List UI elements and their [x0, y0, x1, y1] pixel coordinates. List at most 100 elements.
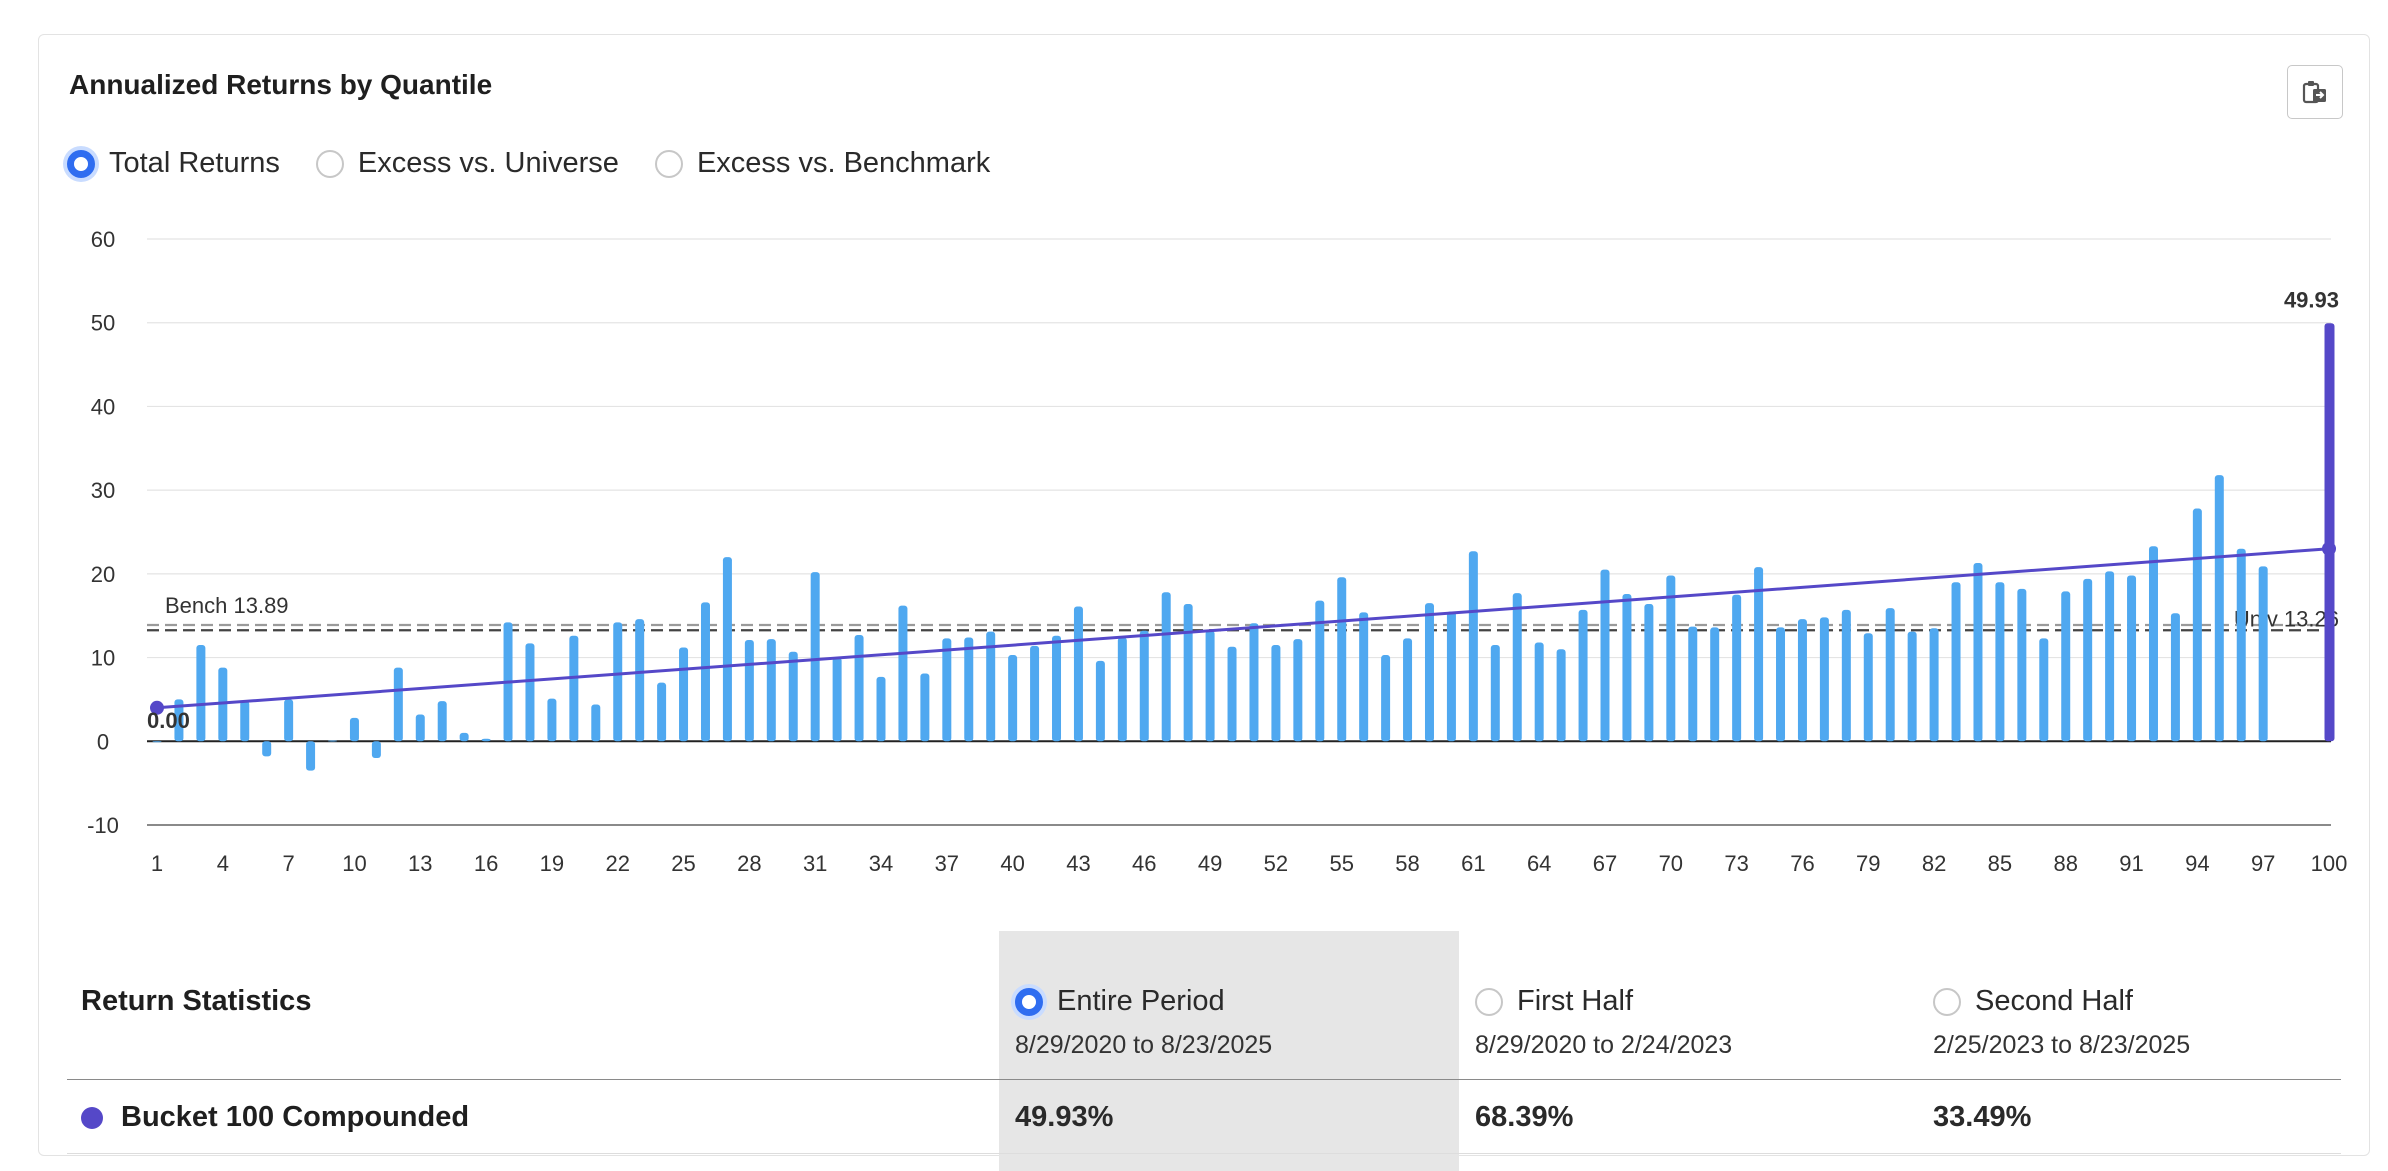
x-tick-label: 4: [217, 851, 229, 876]
bar: [437, 701, 447, 742]
stats-title: Return Statistics: [81, 985, 312, 1017]
bar: [1622, 593, 1632, 742]
x-tick-label: 34: [869, 851, 893, 876]
y-tick-label: 30: [91, 478, 115, 503]
radio-total-returns[interactable]: [67, 149, 95, 178]
bar: [635, 619, 645, 742]
period-value: 68.39%: [1475, 1101, 1574, 1133]
trend-end-point: [2322, 541, 2336, 556]
bar: [525, 643, 535, 742]
bar: [306, 741, 316, 771]
bar: [1249, 623, 1259, 742]
x-tick-label: 10: [342, 851, 366, 876]
bar: [1841, 609, 1851, 742]
bar: [393, 667, 403, 742]
bar: [2083, 578, 2093, 742]
x-tick-label: 52: [1264, 851, 1288, 876]
bar: [1073, 606, 1083, 742]
bar: [569, 635, 579, 742]
x-tick-label: 16: [474, 851, 498, 876]
x-tick-label: 88: [2053, 851, 2077, 876]
bar: [371, 741, 381, 759]
bar: [2236, 548, 2246, 742]
bar: [898, 605, 908, 742]
x-tick-label: 1: [151, 851, 163, 876]
period-dates: 8/29/2020 to 8/23/2025: [1015, 1031, 1273, 1059]
x-tick-label: 85: [1988, 851, 2012, 876]
bar: [1534, 642, 1544, 742]
bar: [547, 698, 557, 742]
bar: [1337, 577, 1347, 742]
period-second-half[interactable]: Second Half 2/25/2023 to 8/23/2025 33.49…: [1917, 931, 2341, 1171]
bar: [986, 631, 996, 742]
bar: [1183, 603, 1193, 742]
radio-entire-period[interactable]: [1015, 987, 1043, 1016]
period-value: 49.93%: [1015, 1101, 1114, 1133]
x-tick-label: 64: [1527, 851, 1551, 876]
radio-label: Excess vs. Benchmark: [696, 147, 991, 179]
x-tick-label: 40: [1000, 851, 1024, 876]
y-tick-label: 60: [91, 227, 115, 252]
bar: [1578, 609, 1588, 742]
x-tick-label: 37: [935, 851, 959, 876]
bar: [1885, 608, 1895, 742]
x-tick-label: 73: [1724, 851, 1748, 876]
bar: [788, 651, 798, 742]
period-header: Entire Period: [1015, 985, 1225, 1018]
bar: [700, 602, 710, 742]
radio-excess-universe[interactable]: [315, 149, 344, 178]
bar: [942, 638, 952, 742]
bar: [2127, 575, 2137, 742]
period-header: First Half: [1475, 985, 1633, 1018]
period-first-half[interactable]: First Half 8/29/2020 to 2/24/2023 68.39%: [1459, 931, 1917, 1171]
x-tick-label: 25: [671, 851, 695, 876]
return-type-excess-universe[interactable]: Excess vs. Universe: [315, 147, 619, 180]
copy-button[interactable]: [2287, 65, 2343, 119]
bar: [613, 622, 623, 742]
bar: [1161, 592, 1171, 742]
panel-title: Annualized Returns by Quantile: [69, 69, 493, 100]
bar: [1973, 562, 1983, 742]
return-type-excess-benchmark[interactable]: Excess vs. Benchmark: [654, 147, 991, 180]
bar: [1030, 645, 1040, 742]
radio-label: Total Returns: [109, 147, 280, 179]
x-tick-label: 7: [283, 851, 295, 876]
x-tick-label: 43: [1066, 851, 1090, 876]
x-tick-label: 67: [1593, 851, 1617, 876]
bar: [240, 701, 250, 742]
bar: [1863, 633, 1873, 742]
bar: [1556, 649, 1566, 742]
highlight-bar: [2324, 323, 2335, 742]
bar: [1754, 567, 1764, 742]
bar: [876, 676, 886, 742]
x-tick-label: 61: [1461, 851, 1485, 876]
bar: [152, 741, 162, 743]
bar: [2061, 591, 2071, 742]
x-tick-label: 82: [1922, 851, 1946, 876]
bar: [196, 645, 206, 742]
bench-label: Bench 13.89: [165, 593, 289, 618]
return-type-total[interactable]: Total Returns: [67, 147, 280, 180]
bar: [657, 682, 667, 742]
bar: [1446, 611, 1456, 742]
trend-line: [156, 547, 2330, 710]
bar: [2258, 566, 2268, 742]
bar: [2214, 475, 2224, 742]
y-tick-label: 40: [91, 394, 115, 419]
radio-first-half[interactable]: [1475, 987, 1503, 1016]
divider: [67, 1153, 2341, 1154]
bar: [262, 741, 272, 757]
bar: [1819, 617, 1829, 742]
divider: [67, 1079, 2341, 1080]
bar: [591, 704, 601, 742]
period-entire[interactable]: Entire Period 8/29/2020 to 8/23/2025 49.…: [999, 931, 1459, 1171]
x-tick-label: 28: [737, 851, 761, 876]
y-tick-label: 10: [91, 646, 115, 671]
radio-excess-benchmark[interactable]: [654, 149, 683, 178]
bar: [481, 738, 491, 742]
x-tick-label: 49: [1198, 851, 1222, 876]
bar: [2039, 638, 2049, 742]
radio-second-half[interactable]: [1933, 987, 1961, 1016]
x-tick-label: 31: [803, 851, 827, 876]
